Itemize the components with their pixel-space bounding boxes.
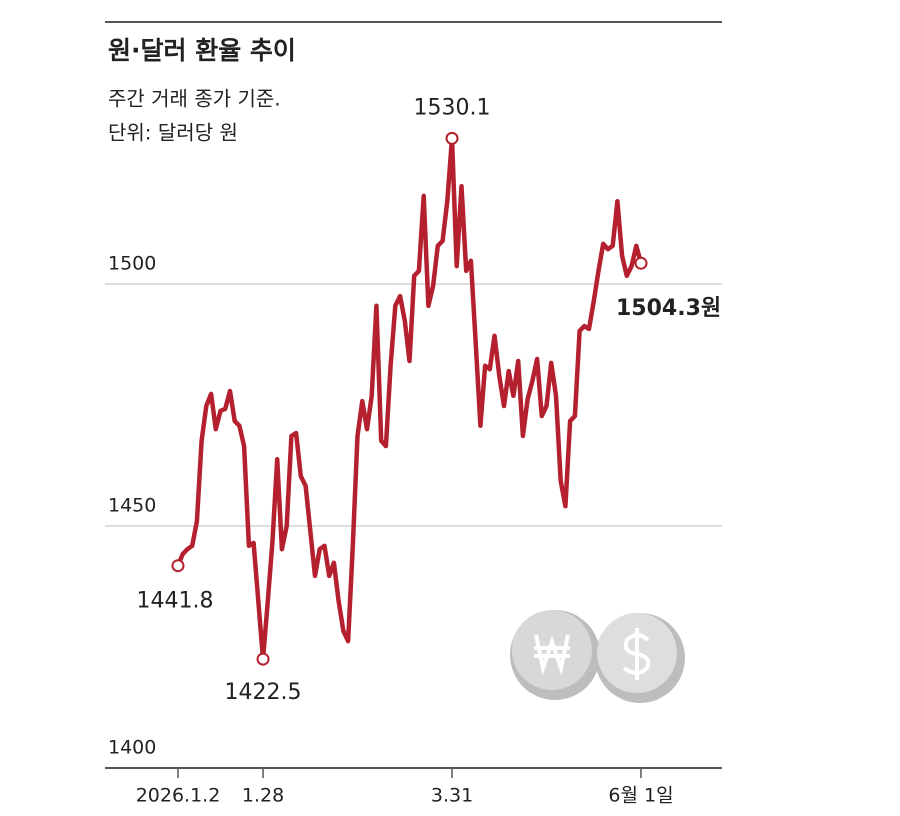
coins-icon [510, 610, 685, 703]
y-tick-label: 1450 [108, 495, 156, 517]
x-tick-label: 1.28 [242, 785, 284, 807]
won-symbol [534, 634, 570, 676]
y-tick-label: 1400 [108, 737, 156, 759]
data-line [175, 136, 644, 662]
value-label: 1504.3원 [616, 296, 721, 321]
y-tick-label: 1500 [108, 253, 156, 275]
value-label: 1441.8 [137, 589, 214, 614]
value-label: 1422.5 [225, 680, 302, 705]
x-tick-label: 2026.1.2 [136, 785, 221, 807]
point-marker [256, 652, 270, 666]
dollar-symbol [622, 628, 651, 680]
x-tick-label: 6월 1일 [608, 785, 673, 807]
chart-title: 원·달러 환율 추이 [108, 36, 296, 65]
unit-note: 단위: 달러당 원 [108, 121, 238, 145]
point-marker [445, 131, 459, 145]
value-label: 1530.1 [414, 95, 491, 120]
x-tick-label: 3.31 [431, 785, 473, 807]
point-marker [171, 559, 185, 573]
subtitle: 주간 거래 종가 기준. [108, 87, 281, 111]
point-marker [634, 256, 648, 270]
